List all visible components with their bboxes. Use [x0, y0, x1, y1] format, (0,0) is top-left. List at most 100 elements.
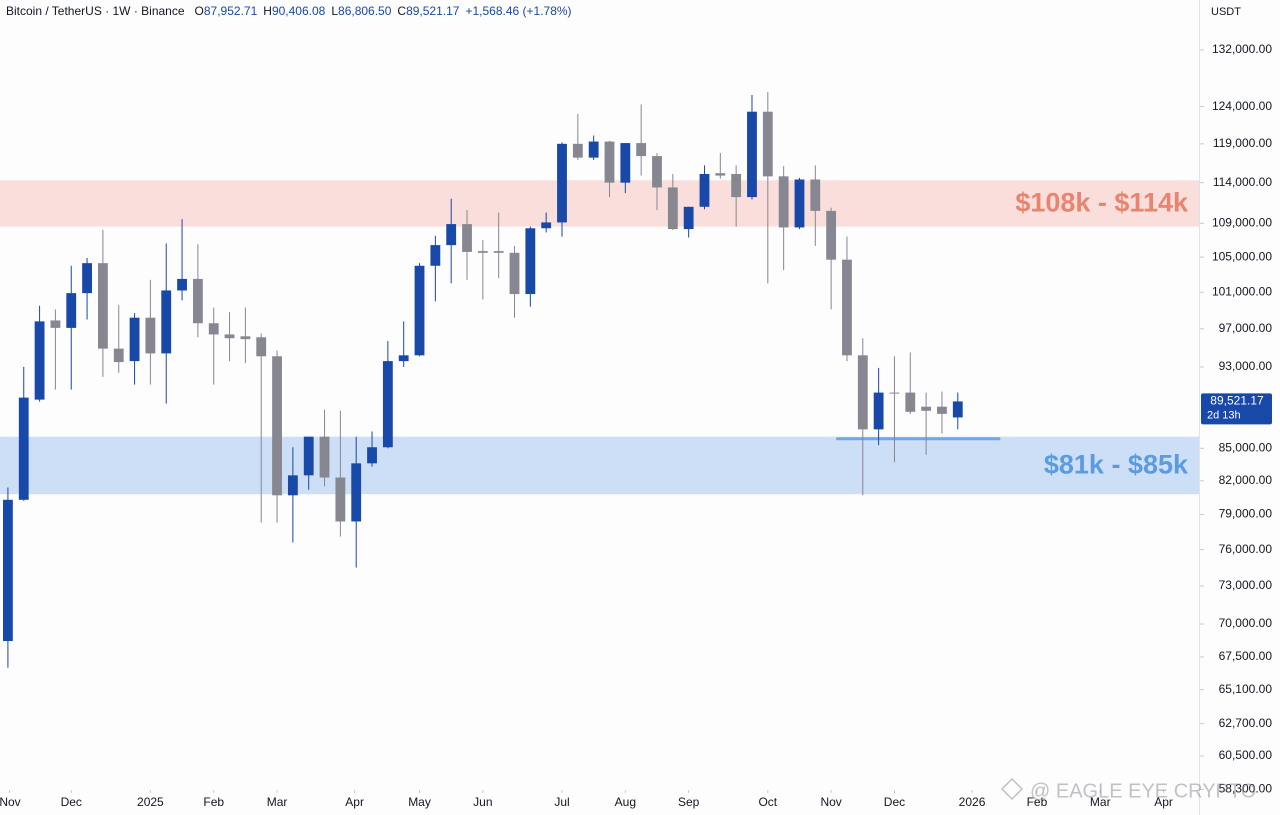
- candle-body: [557, 143, 567, 223]
- candle-body: [446, 224, 457, 246]
- x-tick-label: Apr: [345, 795, 364, 809]
- x-tick-label: 2025: [137, 795, 164, 809]
- candle-body: [97, 263, 108, 349]
- candle-body: [351, 463, 362, 522]
- candle-body: [50, 320, 61, 328]
- candle-body: [177, 278, 187, 291]
- change-value: +1,568.46 (+1.78%): [465, 4, 572, 18]
- candle-body: [129, 317, 140, 362]
- x-tick-label: 2026: [959, 795, 986, 809]
- candle-body: [683, 206, 694, 230]
- candle-body: [319, 436, 330, 478]
- candle-body: [430, 245, 441, 266]
- x-tick-label: Feb: [1027, 795, 1048, 809]
- ohlc-key: L: [331, 4, 339, 18]
- candle-body: [826, 210, 837, 260]
- y-tick-label: 85,000.00: [1219, 440, 1273, 454]
- candle-body: [620, 143, 631, 183]
- candle-body: [810, 179, 821, 211]
- candle-body: [398, 355, 409, 362]
- candle-body: [778, 176, 789, 228]
- candle-body: [636, 143, 647, 157]
- candle-body: [762, 111, 773, 177]
- candle-body: [541, 222, 552, 229]
- y-tick-label: 93,000.00: [1219, 359, 1273, 373]
- y-tick-label: 79,000.00: [1219, 507, 1273, 521]
- candle-body: [873, 392, 884, 430]
- y-tick-label: 76,000.00: [1219, 542, 1273, 556]
- candle-body: [905, 392, 916, 412]
- ohlc-value: 89,521.17: [406, 4, 460, 18]
- y-tick-label: 124,000.00: [1212, 99, 1272, 113]
- countdown-label: 2d 13h: [1207, 409, 1241, 421]
- ohlc-value: 87,952.71: [203, 4, 258, 18]
- candle-body: [34, 321, 45, 400]
- candle-body: [287, 475, 298, 496]
- x-tick-label: Sep: [678, 795, 700, 809]
- y-tick-label: 82,000.00: [1219, 473, 1273, 487]
- ohlc-value: 86,806.50: [338, 4, 392, 18]
- ohlc-values: O87,952.71 H90,406.08 L86,806.50 C89,521.17: [195, 4, 466, 18]
- x-tick-label: Nov: [0, 795, 21, 809]
- candle-body: [889, 392, 900, 394]
- x-tick-label: Jul: [554, 795, 569, 809]
- candle-body: [256, 337, 267, 357]
- ohlc-key: O: [194, 4, 204, 18]
- y-tick-label: 70,000.00: [1219, 616, 1273, 630]
- candle-body: [842, 259, 852, 356]
- candle-body: [303, 436, 314, 476]
- candle-body: [857, 355, 868, 430]
- y-tick-label: 101,000.00: [1212, 284, 1272, 298]
- candle-body: [921, 406, 932, 411]
- candle-body: [652, 156, 662, 188]
- zone: [0, 436, 1200, 495]
- candle-body: [113, 348, 124, 363]
- last-price-label: 89,521.17: [1210, 394, 1264, 408]
- candle-body: [715, 173, 726, 176]
- x-tick-label: Jun: [473, 795, 492, 809]
- candle-body: [208, 323, 219, 335]
- candle-body: [66, 293, 77, 328]
- candle-body: [18, 397, 29, 500]
- axis-unit: USDT: [1211, 6, 1241, 18]
- y-tick-label: 60,500.00: [1219, 748, 1273, 762]
- x-tick-label: Dec: [61, 795, 82, 809]
- candle-body: [462, 224, 472, 252]
- candle-body: [525, 228, 536, 295]
- plot-area: $108k - $114k $81k - $85k: [0, 92, 1200, 668]
- time-axis-panel: [0, 790, 1200, 815]
- candle-body: [509, 252, 520, 295]
- axes: 132,000.00 124,000.00 119,000.00 114,000.00…: [0, 42, 1272, 809]
- ohlc-key: H: [263, 4, 272, 18]
- candle-body: [335, 477, 346, 522]
- y-tick-label: 119,000.00: [1213, 136, 1272, 150]
- y-tick-label: 105,000.00: [1212, 249, 1272, 263]
- x-tick-label: Feb: [203, 795, 224, 809]
- y-tick-label: 109,000.00: [1212, 215, 1272, 229]
- candle-body: [82, 263, 92, 294]
- candle-body: [477, 251, 488, 253]
- candle-body: [161, 290, 172, 354]
- legend-header: Bitcoin / TetherUS · 1W · Binance O87,952…: [6, 4, 578, 18]
- x-tick-label: Apr: [1154, 795, 1173, 809]
- candle-body: [224, 334, 235, 339]
- candle-body: [382, 361, 393, 448]
- candle-body: [699, 173, 710, 207]
- candle-body: [937, 406, 947, 414]
- candle-body: [604, 141, 615, 183]
- watermark-icon: [1000, 777, 1024, 801]
- candle-body: [747, 111, 757, 198]
- candle-body: [145, 317, 156, 354]
- candle-body: [794, 179, 805, 228]
- candle-body: [367, 447, 377, 464]
- candle-body: [588, 141, 599, 158]
- x-tick-label: Mar: [267, 795, 288, 809]
- y-tick-label: 114,000.00: [1213, 175, 1272, 189]
- y-tick-label: 73,000.00: [1219, 578, 1273, 592]
- candle-body: [731, 173, 742, 198]
- x-tick-label: May: [408, 795, 431, 809]
- candle-body: [414, 265, 425, 356]
- y-tick-label: 58,300.00: [1219, 782, 1273, 796]
